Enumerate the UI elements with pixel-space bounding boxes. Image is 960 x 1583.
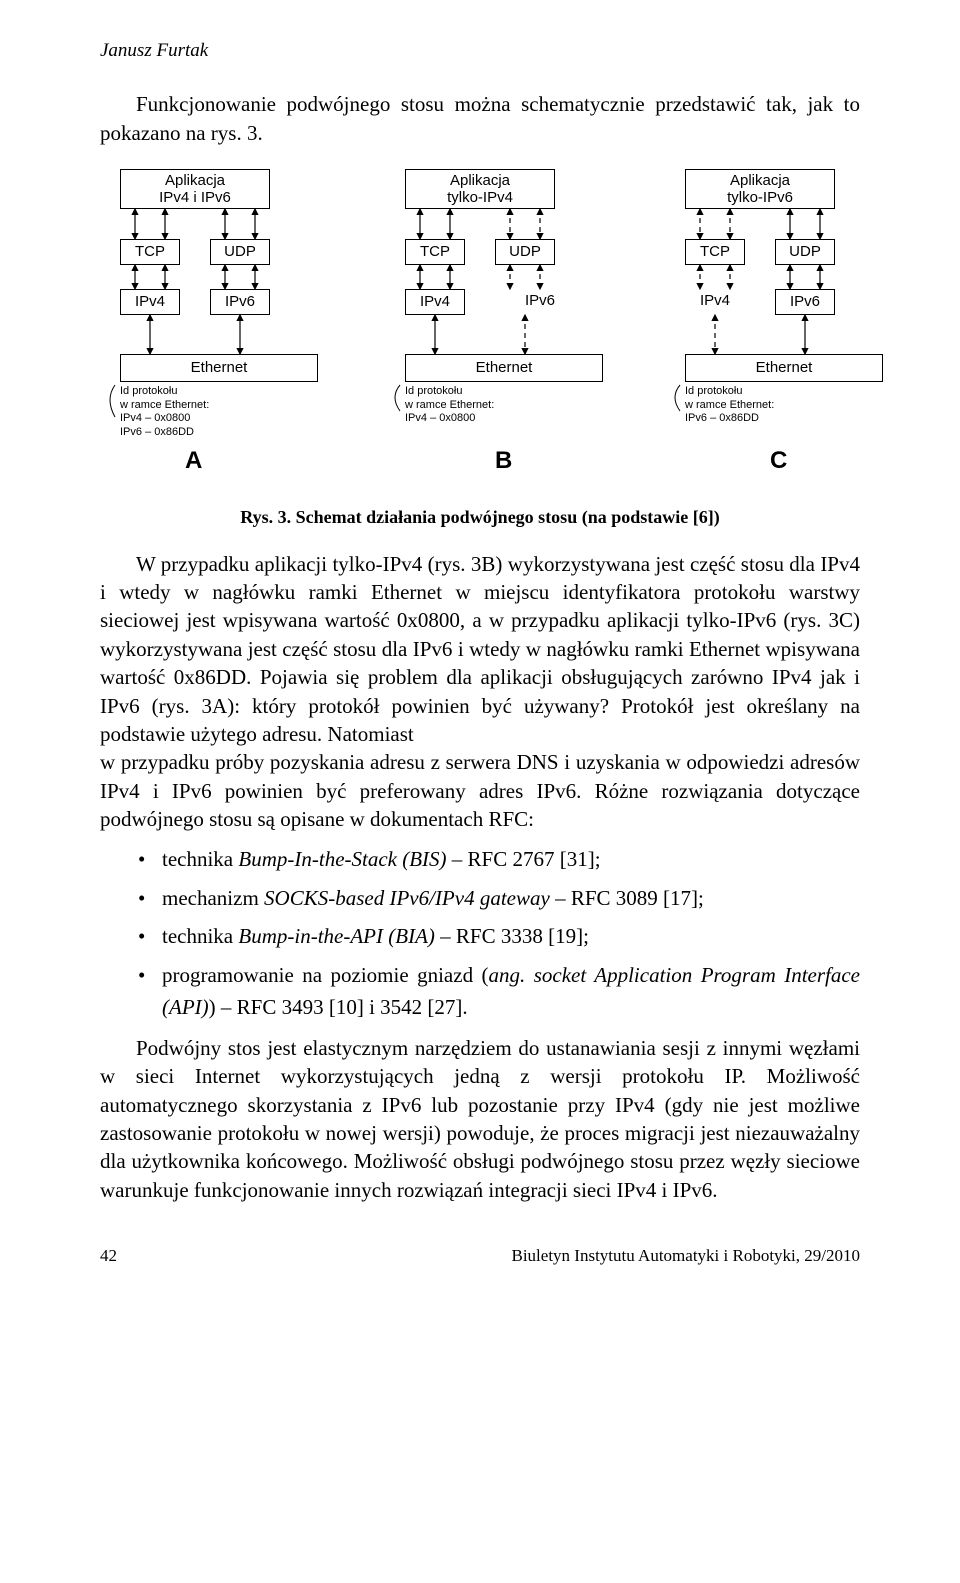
ethernet-a: Ethernet xyxy=(120,354,318,382)
b2i: SOCKS-based IPv6/IPv4 gateway xyxy=(264,886,550,910)
ipv4-c: IPv4 xyxy=(700,292,730,309)
diagram: Aplikacja IPv4 i IPv6 TCP UDP IPv4 IPv6 … xyxy=(100,169,860,489)
bullet-2: mechanizm SOCKS-based IPv6/IPv4 gateway … xyxy=(162,882,860,915)
intro-paragraph: Funkcjonowanie podwójnego stosu można sc… xyxy=(100,90,860,149)
tcp-c: TCP xyxy=(685,239,745,265)
page-footer: 42 Biuletyn Instytutu Automatyki i Robot… xyxy=(100,1246,860,1266)
body-text-2: Podwójny stos jest elastycznym narzędzie… xyxy=(100,1034,860,1204)
letter-c: C xyxy=(770,447,787,475)
bullet-list: technika Bump-In-the-Stack (BIS) – RFC 2… xyxy=(100,843,860,1024)
app-box-c: Aplikacja tylko-IPv6 xyxy=(685,169,835,209)
note-b: Id protokołu w ramce Ethernet: IPv4 – 0x… xyxy=(405,385,494,426)
b1b: – RFC 2767 [31]; xyxy=(447,847,601,871)
author-header: Janusz Furtak xyxy=(100,40,860,62)
ethernet-c: Ethernet xyxy=(685,354,883,382)
app-box-a: Aplikacja IPv4 i IPv6 xyxy=(120,169,270,209)
b3b: – RFC 3338 [19]; xyxy=(435,924,589,948)
udp-b: UDP xyxy=(495,239,555,265)
tcp-a: TCP xyxy=(120,239,180,265)
letter-a: A xyxy=(185,447,202,475)
bullet-3: technika Bump-in-the-API (BIA) – RFC 333… xyxy=(162,920,860,953)
b1i: Bump-In-the-Stack (BIS) xyxy=(238,847,446,871)
ipv6-c: IPv6 xyxy=(775,289,835,315)
b3a: technika xyxy=(162,924,238,948)
para2: Podwójny stos jest elastycznym narzędzie… xyxy=(100,1034,860,1204)
letter-b: B xyxy=(495,447,512,475)
tcp-b: TCP xyxy=(405,239,465,265)
b1a: technika xyxy=(162,847,238,871)
para1b: w przypadku próby pozyskania adresu z se… xyxy=(100,750,860,831)
b4b: ) – RFC 3493 [10] i 3542 [27]. xyxy=(209,995,468,1019)
page-number: 42 xyxy=(100,1246,117,1266)
b2a: mechanizm xyxy=(162,886,264,910)
figure-caption: Rys. 3. Schemat działania podwójnego sto… xyxy=(100,507,860,528)
ipv6-a: IPv6 xyxy=(210,289,270,315)
bullet-1: technika Bump-In-the-Stack (BIS) – RFC 2… xyxy=(162,843,860,876)
ethernet-b: Ethernet xyxy=(405,354,603,382)
note-a: Id protokołu w ramce Ethernet: IPv4 – 0x… xyxy=(120,385,209,440)
b3i: Bump-in-the-API (BIA) xyxy=(238,924,435,948)
b2b: – RFC 3089 [17]; xyxy=(550,886,704,910)
note-c: Id protokołu w ramce Ethernet: IPv6 – 0x… xyxy=(685,385,774,426)
b4a: programowanie na poziomie gniazd ( xyxy=(162,963,489,987)
ipv6-b: IPv6 xyxy=(525,292,555,309)
ipv4-a: IPv4 xyxy=(120,289,180,315)
para1a: W przypadku aplikacji tylko-IPv4 (rys. 3… xyxy=(100,552,860,746)
diagram-connectors xyxy=(100,169,860,489)
body-text-1: W przypadku aplikacji tylko-IPv4 (rys. 3… xyxy=(100,550,860,833)
journal-ref: Biuletyn Instytutu Automatyki i Robotyki… xyxy=(511,1246,860,1266)
ipv4-b: IPv4 xyxy=(405,289,465,315)
app-box-b: Aplikacja tylko-IPv4 xyxy=(405,169,555,209)
bullet-4: programowanie na poziomie gniazd (ang. s… xyxy=(162,959,860,1024)
udp-c: UDP xyxy=(775,239,835,265)
udp-a: UDP xyxy=(210,239,270,265)
